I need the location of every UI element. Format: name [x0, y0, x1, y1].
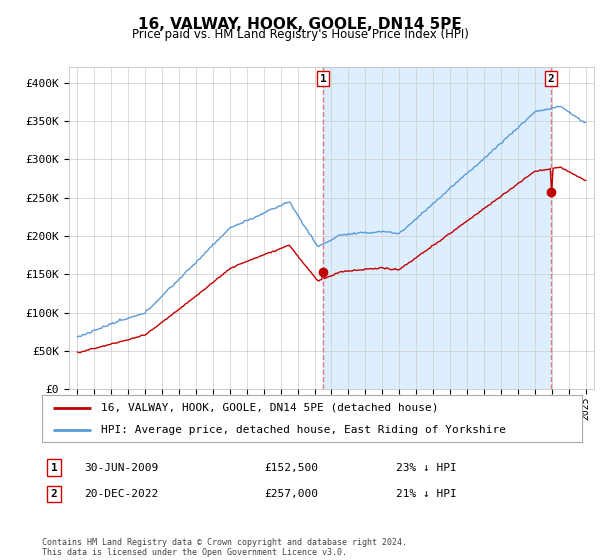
Text: HPI: Average price, detached house, East Riding of Yorkshire: HPI: Average price, detached house, East… [101, 424, 506, 435]
Text: £152,500: £152,500 [264, 463, 318, 473]
Text: Contains HM Land Registry data © Crown copyright and database right 2024.
This d: Contains HM Land Registry data © Crown c… [42, 538, 407, 557]
Text: 16, VALWAY, HOOK, GOOLE, DN14 5PE (detached house): 16, VALWAY, HOOK, GOOLE, DN14 5PE (detac… [101, 403, 439, 413]
Text: 30-JUN-2009: 30-JUN-2009 [84, 463, 158, 473]
Text: 23% ↓ HPI: 23% ↓ HPI [396, 463, 457, 473]
Text: £257,000: £257,000 [264, 489, 318, 499]
Bar [323, 67, 551, 389]
Text: 16, VALWAY, HOOK, GOOLE, DN14 5PE: 16, VALWAY, HOOK, GOOLE, DN14 5PE [138, 17, 462, 32]
Text: 1: 1 [320, 74, 326, 83]
Text: 20-DEC-2022: 20-DEC-2022 [84, 489, 158, 499]
Text: Price paid vs. HM Land Registry's House Price Index (HPI): Price paid vs. HM Land Registry's House … [131, 28, 469, 41]
Text: 1: 1 [50, 463, 58, 473]
Text: 21% ↓ HPI: 21% ↓ HPI [396, 489, 457, 499]
Text: 2: 2 [50, 489, 58, 499]
Text: 2: 2 [548, 74, 554, 83]
